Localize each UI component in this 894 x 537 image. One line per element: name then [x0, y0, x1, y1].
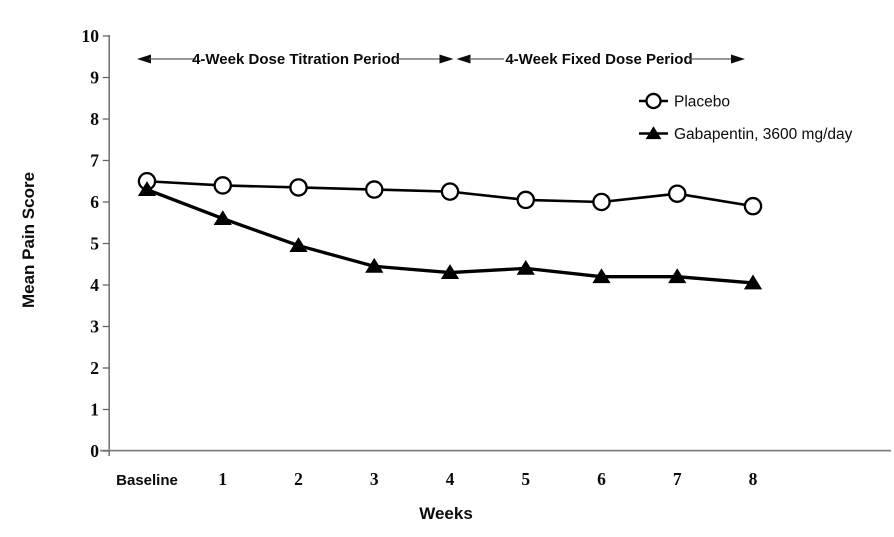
y-tick-label: 1: [90, 400, 99, 420]
right-arrowhead-icon: [731, 54, 745, 64]
data-point-marker-circle: [668, 184, 687, 203]
data-point-marker-circle: [440, 182, 460, 201]
data-point-marker-triangle: [645, 126, 662, 140]
axes: [100, 35, 891, 456]
x-tick-label: 2: [294, 469, 303, 489]
x-tick-label: 6: [597, 469, 606, 489]
y-tick-label: 0: [90, 441, 99, 461]
fixed-dose-period-annotation: 4-Week Fixed Dose Period: [456, 51, 745, 68]
y-tick-label: 10: [82, 26, 100, 46]
data-point-marker-circle: [213, 176, 232, 195]
fixed-dose-period-label: 4-Week Fixed Dose Period: [505, 51, 692, 68]
y-tick-label: 2: [90, 358, 99, 378]
x-tick-label: Baseline: [116, 472, 178, 489]
legend: Placebo Gabapentin, 3600 mg/day: [639, 92, 853, 143]
x-tick-label: 1: [218, 469, 227, 489]
y-axis: 0 1 2 3 4 5 6 7 8 9 10: [82, 26, 110, 461]
data-point-marker-circle: [516, 190, 536, 210]
x-axis-title: Weeks: [419, 504, 473, 523]
data-point-marker-triangle: [743, 274, 763, 290]
y-tick-label: 4: [90, 275, 99, 295]
y-axis-title: Mean Pain Score: [19, 172, 38, 308]
period-annotations: 4-Week Dose Titration Period 4-Week Fixe…: [137, 51, 745, 68]
y-tick-label: 7: [90, 151, 99, 171]
series-placebo: [137, 171, 763, 216]
data-point-marker-triangle: [365, 257, 384, 273]
legend-item: Gabapentin, 3600 mg/day: [639, 126, 853, 143]
data-point-marker-circle: [743, 196, 763, 216]
x-tick-label: 8: [749, 469, 758, 489]
y-tick-label: 9: [90, 68, 99, 88]
data-point-marker-triangle: [137, 181, 157, 196]
data-point-marker-circle: [364, 180, 384, 199]
x-tick-label: 5: [521, 469, 530, 489]
x-tick-label: 7: [673, 469, 682, 489]
left-arrowhead-icon: [456, 54, 471, 64]
data-point-marker-triangle: [592, 268, 611, 284]
series-gabapentin-3600-mg-day: [137, 181, 763, 290]
data-point-marker-circle: [645, 92, 662, 110]
x-axis: Baseline 1 2 3 4 5 6 7 8: [116, 469, 757, 489]
legend-item-label: Placebo: [674, 94, 730, 111]
x-tick-label: 3: [370, 469, 379, 489]
data-point-marker-circle: [592, 192, 611, 212]
series-plot-area: [137, 171, 763, 290]
data-point-marker-triangle: [668, 268, 687, 284]
y-tick-label: 5: [90, 234, 99, 254]
y-tick-label: 8: [90, 109, 99, 129]
data-point-marker-triangle: [440, 264, 460, 279]
legend-item: Placebo: [639, 92, 730, 111]
left-arrowhead-icon: [137, 54, 151, 64]
data-point-marker-circle: [289, 178, 308, 197]
legend-item-label: Gabapentin, 3600 mg/day: [674, 126, 853, 143]
y-tick-label: 6: [90, 192, 99, 212]
y-tick-label: 3: [90, 317, 99, 337]
titration-period-annotation: 4-Week Dose Titration Period: [137, 51, 454, 68]
data-point-marker-triangle: [289, 237, 308, 252]
titration-period-label: 4-Week Dose Titration Period: [192, 51, 400, 68]
data-point-marker-triangle: [213, 210, 232, 225]
x-tick-label: 4: [446, 469, 455, 489]
data-point-marker-triangle: [516, 260, 535, 275]
right-arrowhead-icon: [439, 54, 454, 64]
